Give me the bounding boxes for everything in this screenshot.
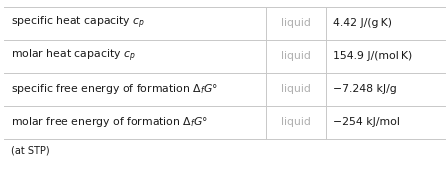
- Text: liquid: liquid: [281, 84, 311, 94]
- Text: −254 kJ/mol: −254 kJ/mol: [333, 117, 400, 127]
- Text: specific free energy of formation $\Delta_f G°$: specific free energy of formation $\Delt…: [11, 82, 218, 96]
- Text: 154.9 J/(mol K): 154.9 J/(mol K): [333, 51, 412, 61]
- Text: (at STP): (at STP): [11, 145, 50, 155]
- Text: specific heat capacity $c_p$: specific heat capacity $c_p$: [11, 15, 146, 31]
- Text: molar heat capacity $c_p$: molar heat capacity $c_p$: [11, 48, 136, 64]
- Text: liquid: liquid: [281, 18, 311, 28]
- Text: −7.248 kJ/g: −7.248 kJ/g: [333, 84, 396, 94]
- Text: 4.42 J/(g K): 4.42 J/(g K): [333, 18, 392, 28]
- Text: liquid: liquid: [281, 117, 311, 127]
- Text: liquid: liquid: [281, 51, 311, 61]
- Text: molar free energy of formation $\Delta_f G°$: molar free energy of formation $\Delta_f…: [11, 115, 208, 129]
